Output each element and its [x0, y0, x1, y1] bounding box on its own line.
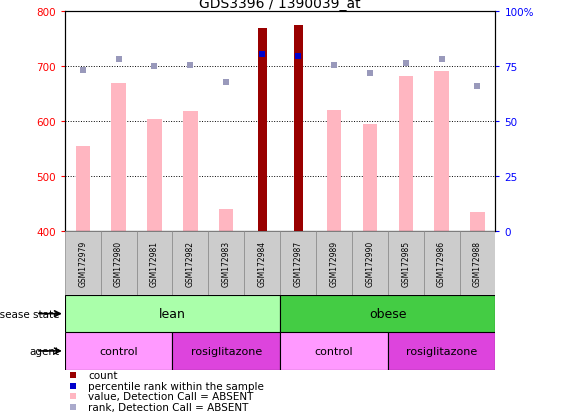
Text: obese: obese	[369, 307, 406, 320]
Text: GSM172979: GSM172979	[78, 240, 87, 286]
Bar	[280, 231, 316, 295]
Text: GSM172988: GSM172988	[473, 240, 482, 286]
Bar	[352, 231, 388, 295]
Bar	[327, 110, 341, 231]
Text: GSM172982: GSM172982	[186, 240, 195, 286]
Text: rosiglitazone: rosiglitazone	[406, 346, 477, 356]
Bar	[208, 231, 244, 295]
Bar	[244, 231, 280, 295]
Text: GSM172980: GSM172980	[114, 240, 123, 286]
Text: agent: agent	[29, 346, 59, 356]
Bar	[137, 231, 172, 295]
Bar	[280, 295, 495, 332]
Text: GSM172989: GSM172989	[329, 240, 338, 286]
Text: rank, Detection Call = ABSENT: rank, Detection Call = ABSENT	[88, 402, 249, 412]
Bar	[65, 231, 101, 295]
Text: GSM172990: GSM172990	[365, 240, 374, 286]
Text: control: control	[315, 346, 353, 356]
Bar	[388, 332, 495, 370]
Bar	[470, 212, 485, 231]
Text: GSM172983: GSM172983	[222, 240, 231, 286]
Title: GDS3396 / 1390039_at: GDS3396 / 1390039_at	[199, 0, 361, 12]
Bar	[101, 231, 137, 295]
Bar	[280, 332, 388, 370]
Bar	[388, 231, 424, 295]
Bar	[316, 231, 352, 295]
Text: GSM172984: GSM172984	[258, 240, 267, 286]
Bar	[435, 71, 449, 231]
Bar	[258, 29, 267, 231]
Bar	[172, 231, 208, 295]
Text: GSM172986: GSM172986	[437, 240, 446, 286]
Text: GSM172981: GSM172981	[150, 240, 159, 286]
Text: disease state: disease state	[0, 309, 59, 319]
Bar	[65, 295, 280, 332]
Bar	[148, 120, 162, 231]
Bar	[75, 147, 90, 231]
Bar	[424, 231, 459, 295]
Bar	[399, 77, 413, 231]
Text: value, Detection Call = ABSENT: value, Detection Call = ABSENT	[88, 392, 254, 401]
Text: rosiglitazone: rosiglitazone	[191, 346, 262, 356]
Text: control: control	[99, 346, 138, 356]
Bar	[363, 125, 377, 231]
Bar	[65, 332, 172, 370]
Bar	[459, 231, 495, 295]
Text: count: count	[88, 370, 118, 380]
Text: percentile rank within the sample: percentile rank within the sample	[88, 381, 264, 391]
Text: GSM172985: GSM172985	[401, 240, 410, 286]
Bar	[183, 112, 198, 231]
Bar	[172, 332, 280, 370]
Bar	[111, 83, 126, 231]
Text: GSM172987: GSM172987	[293, 240, 302, 286]
Bar	[293, 26, 302, 231]
Text: lean: lean	[159, 307, 186, 320]
Bar	[219, 209, 234, 231]
